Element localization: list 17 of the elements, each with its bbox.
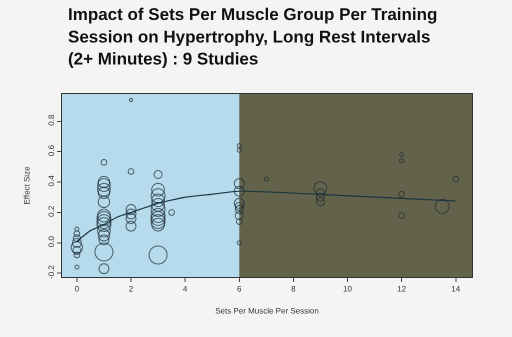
chart-title: Impact of Sets Per Muscle Group Per Training Session on Hypertrophy, Long Rest Intervals (2+ Minutes) : 9 Studies — [68, 5, 438, 68]
y-tick-label: 0.2 — [46, 205, 56, 217]
x-tick-label: 6 — [237, 284, 242, 294]
x-tick-label: 0 — [74, 284, 80, 294]
y-tick-label: -0.2 — [46, 264, 56, 279]
x-tick-label: 2 — [128, 284, 134, 294]
y-tick-label: 0.4 — [46, 174, 56, 186]
x-tick-label: 14 — [451, 284, 461, 294]
x-tick-label: 4 — [182, 284, 188, 294]
y-tick-label: 0.6 — [46, 144, 56, 156]
x-axis-title: Sets Per Muscle Per Session — [215, 306, 319, 316]
y-tick-label: 0.0 — [46, 236, 56, 248]
x-tick-label: 12 — [397, 284, 407, 294]
y-tick-label: 0.8 — [46, 114, 56, 126]
x-tick-label: 8 — [291, 284, 296, 294]
y-axis-title: Effect Size — [22, 166, 32, 205]
x-tick-label: 10 — [343, 284, 353, 294]
